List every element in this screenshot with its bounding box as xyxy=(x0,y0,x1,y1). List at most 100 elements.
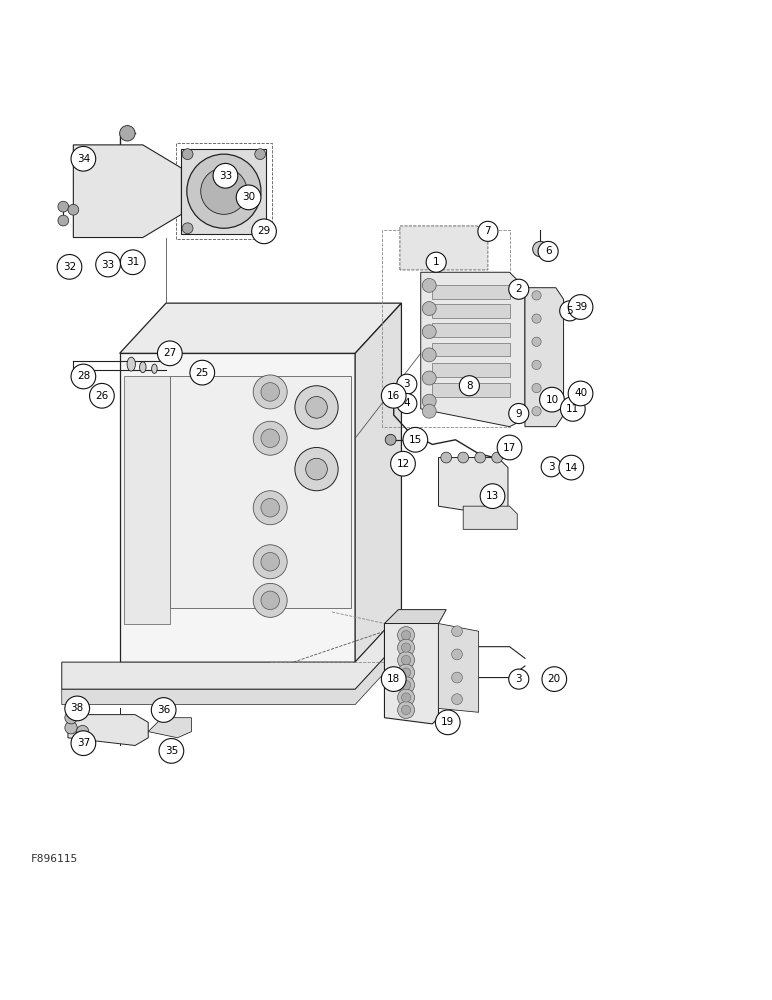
Text: 34: 34 xyxy=(76,154,90,164)
Circle shape xyxy=(403,427,428,452)
Polygon shape xyxy=(62,639,401,705)
Circle shape xyxy=(568,295,593,319)
Circle shape xyxy=(435,710,460,735)
Circle shape xyxy=(541,457,561,477)
Circle shape xyxy=(306,458,327,480)
Circle shape xyxy=(452,694,462,705)
Circle shape xyxy=(213,163,238,188)
Text: 33: 33 xyxy=(101,260,115,270)
Text: 40: 40 xyxy=(574,388,587,398)
Circle shape xyxy=(452,672,462,683)
Circle shape xyxy=(509,403,529,424)
Circle shape xyxy=(381,383,406,408)
Circle shape xyxy=(422,371,436,385)
Circle shape xyxy=(542,667,567,691)
Circle shape xyxy=(452,649,462,660)
Circle shape xyxy=(182,223,193,234)
Bar xyxy=(432,285,510,299)
Circle shape xyxy=(398,701,415,718)
Circle shape xyxy=(159,739,184,763)
Circle shape xyxy=(157,341,182,366)
Polygon shape xyxy=(68,715,148,745)
Text: 32: 32 xyxy=(63,262,76,272)
Circle shape xyxy=(151,698,176,722)
Circle shape xyxy=(295,386,338,429)
Circle shape xyxy=(441,452,452,463)
Circle shape xyxy=(480,484,505,508)
Polygon shape xyxy=(438,624,479,712)
Circle shape xyxy=(532,383,541,393)
Circle shape xyxy=(426,252,446,272)
Circle shape xyxy=(182,149,193,160)
Bar xyxy=(432,383,510,397)
Bar xyxy=(432,323,510,337)
Circle shape xyxy=(401,705,411,715)
Text: 36: 36 xyxy=(157,705,171,715)
Circle shape xyxy=(255,223,266,234)
Circle shape xyxy=(398,677,415,694)
Circle shape xyxy=(401,655,411,665)
Bar xyxy=(432,343,510,356)
Circle shape xyxy=(236,185,261,210)
Polygon shape xyxy=(421,272,525,427)
Circle shape xyxy=(398,652,415,669)
Text: 3: 3 xyxy=(516,674,522,684)
Circle shape xyxy=(401,668,411,677)
Circle shape xyxy=(452,626,462,637)
Polygon shape xyxy=(181,149,266,234)
Circle shape xyxy=(532,314,541,323)
Circle shape xyxy=(459,376,479,396)
Text: 3: 3 xyxy=(404,379,410,389)
Circle shape xyxy=(422,404,436,418)
Circle shape xyxy=(57,255,82,279)
Text: 1: 1 xyxy=(433,257,439,267)
Circle shape xyxy=(532,360,541,370)
Polygon shape xyxy=(525,288,564,427)
Circle shape xyxy=(252,219,276,244)
Text: 8: 8 xyxy=(466,381,472,391)
Circle shape xyxy=(261,552,279,571)
Text: 38: 38 xyxy=(70,703,84,713)
Circle shape xyxy=(253,583,287,617)
Polygon shape xyxy=(62,612,401,689)
Circle shape xyxy=(422,348,436,362)
Text: 27: 27 xyxy=(163,348,177,358)
Circle shape xyxy=(120,126,135,141)
Circle shape xyxy=(397,374,417,394)
Text: 39: 39 xyxy=(574,302,587,312)
Text: 12: 12 xyxy=(396,459,410,469)
Text: 3: 3 xyxy=(548,462,554,472)
Text: 25: 25 xyxy=(195,368,209,378)
Circle shape xyxy=(475,452,486,463)
Text: 30: 30 xyxy=(242,192,256,202)
Text: 16: 16 xyxy=(387,391,401,401)
Ellipse shape xyxy=(127,357,135,371)
Bar xyxy=(432,304,510,318)
Text: 17: 17 xyxy=(503,443,516,453)
Text: 10: 10 xyxy=(545,395,559,405)
Circle shape xyxy=(190,360,215,385)
Circle shape xyxy=(96,252,120,277)
Polygon shape xyxy=(120,303,401,353)
Circle shape xyxy=(458,452,469,463)
Circle shape xyxy=(533,241,548,257)
Text: 11: 11 xyxy=(566,404,580,414)
Polygon shape xyxy=(438,458,508,515)
Text: 26: 26 xyxy=(95,391,109,401)
Text: 29: 29 xyxy=(257,226,271,236)
Circle shape xyxy=(71,146,96,171)
Circle shape xyxy=(540,387,564,412)
Polygon shape xyxy=(124,376,170,624)
Text: 2: 2 xyxy=(516,284,522,294)
Circle shape xyxy=(261,498,279,517)
Polygon shape xyxy=(400,226,488,270)
Text: 35: 35 xyxy=(164,746,178,756)
Text: 20: 20 xyxy=(547,674,561,684)
Text: 13: 13 xyxy=(486,491,499,501)
Circle shape xyxy=(532,337,541,346)
Circle shape xyxy=(255,149,266,160)
Circle shape xyxy=(401,680,411,690)
Text: 9: 9 xyxy=(516,409,522,419)
Circle shape xyxy=(201,168,247,214)
Circle shape xyxy=(71,364,96,389)
